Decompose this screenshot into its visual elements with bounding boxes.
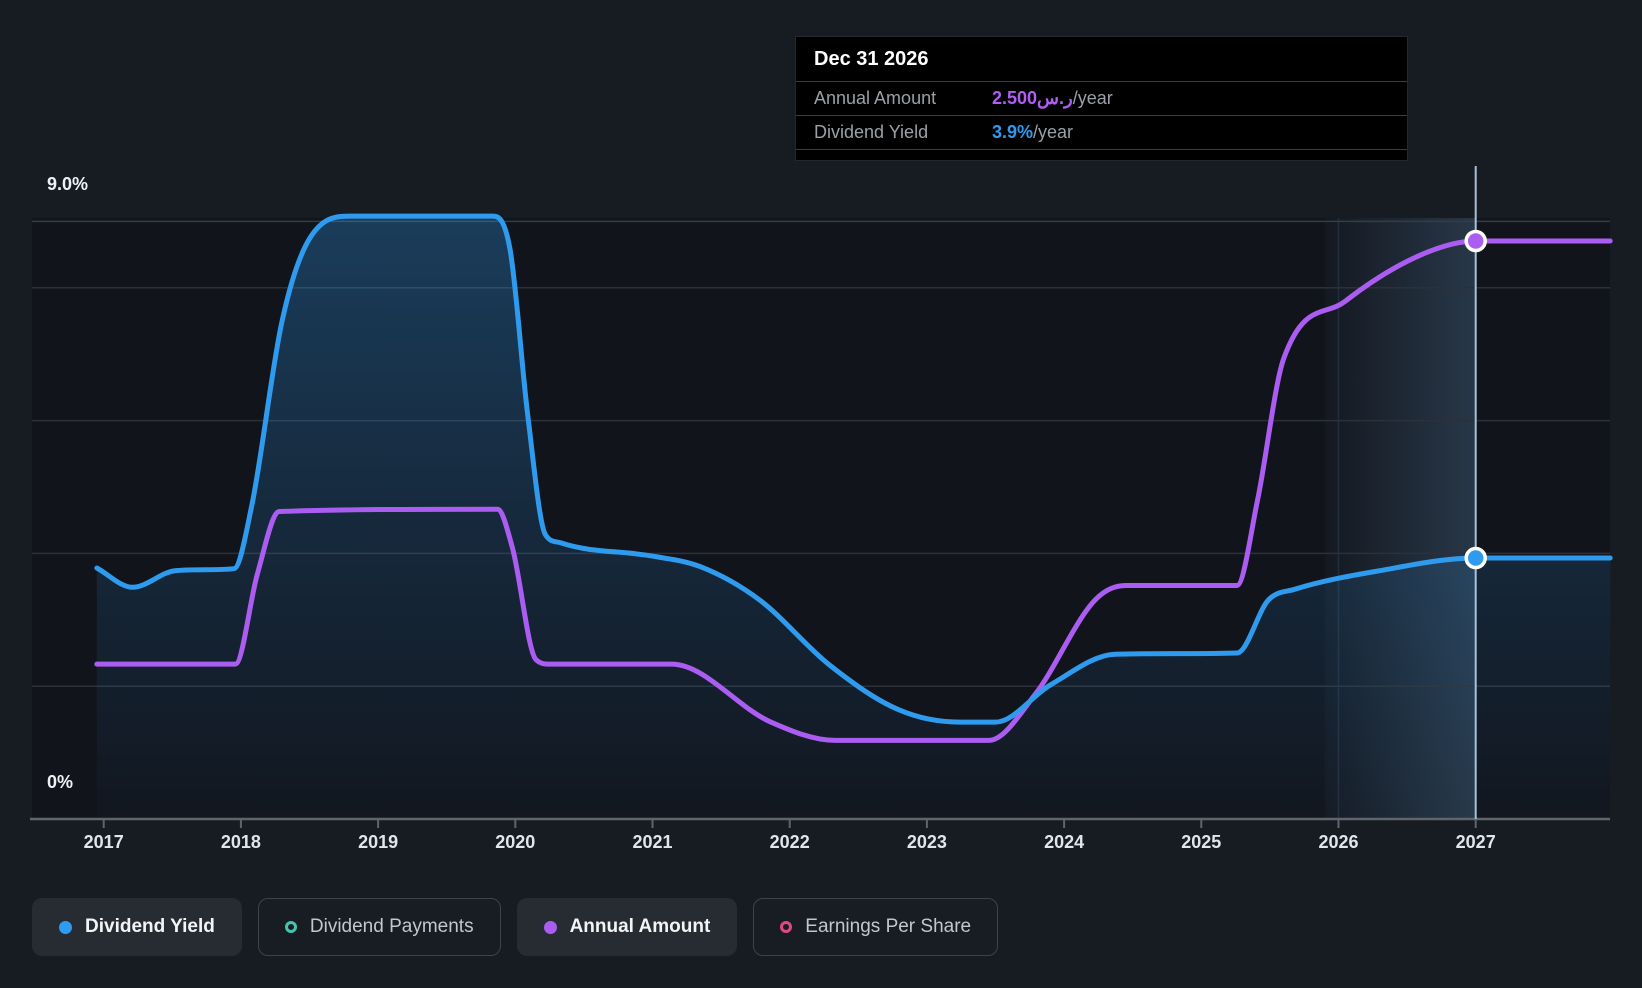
- y-axis-max-label: 9.0%: [47, 174, 89, 194]
- tooltip-date: Dec 31 2026: [796, 37, 1407, 82]
- x-axis-label-2017: 2017: [83, 832, 124, 852]
- x-axis-label-2025: 2025: [1181, 832, 1222, 852]
- tooltip-annual-amount-value: 2.500ر.س: [992, 88, 1073, 108]
- legend-swatch-earnings-per-share: [780, 921, 793, 933]
- x-axis-label-2018: 2018: [220, 832, 261, 852]
- tooltip-row-annual-amount: Annual Amount 2.500ر.س/year: [796, 82, 1407, 116]
- legend-item-earnings-per-share[interactable]: Earnings Per Share: [753, 898, 999, 956]
- x-axis-label-2022: 2022: [769, 832, 810, 852]
- chart-legend: Dividend Yield Dividend Payments Annual Am…: [32, 898, 999, 956]
- x-axis-label-2021: 2021: [632, 832, 673, 852]
- tooltip-dividend-yield-value: 3.9%: [992, 122, 1034, 142]
- legend-label-earnings-per-share: Earnings Per Share: [805, 916, 972, 937]
- tooltip-annual-amount-suffix: /year: [1072, 88, 1113, 108]
- x-axis-label-2026: 2026: [1318, 832, 1359, 852]
- legend-label-dividend-yield: Dividend Yield: [85, 916, 215, 937]
- x-axis-label-2020: 2020: [495, 832, 536, 852]
- x-axis-label-2023: 2023: [906, 832, 947, 852]
- legend-swatch-dividend-payments: [284, 921, 297, 933]
- legend-label-annual-amount: Annual Amount: [569, 916, 711, 937]
- legend-swatch-annual-amount: [543, 920, 557, 934]
- tooltip-dividend-yield-suffix: /year: [1033, 122, 1074, 142]
- chart-tooltip: Dec 31 2026 Annual Amount 2.500ر.س/year …: [795, 36, 1408, 161]
- x-axis-label-2027: 2027: [1455, 832, 1496, 852]
- legend-item-dividend-yield[interactable]: Dividend Yield: [32, 898, 242, 956]
- tooltip-row-dividend-yield: Dividend Yield 3.9%/year: [796, 116, 1407, 150]
- x-axis-label-2024: 2024: [1044, 832, 1085, 852]
- x-axis-label-2019: 2019: [358, 832, 399, 852]
- y-axis-zero-label: 0%: [47, 772, 74, 792]
- legend-label-dividend-payments: Dividend Payments: [309, 916, 474, 937]
- legend-swatch-dividend-yield: [59, 920, 72, 934]
- tooltip-dividend-yield-label: Dividend Yield: [814, 122, 929, 142]
- tooltip-annual-amount-label: Annual Amount: [814, 88, 937, 108]
- legend-item-dividend-payments[interactable]: Dividend Payments: [257, 898, 501, 956]
- legend-item-annual-amount[interactable]: Annual Amount: [516, 898, 738, 956]
